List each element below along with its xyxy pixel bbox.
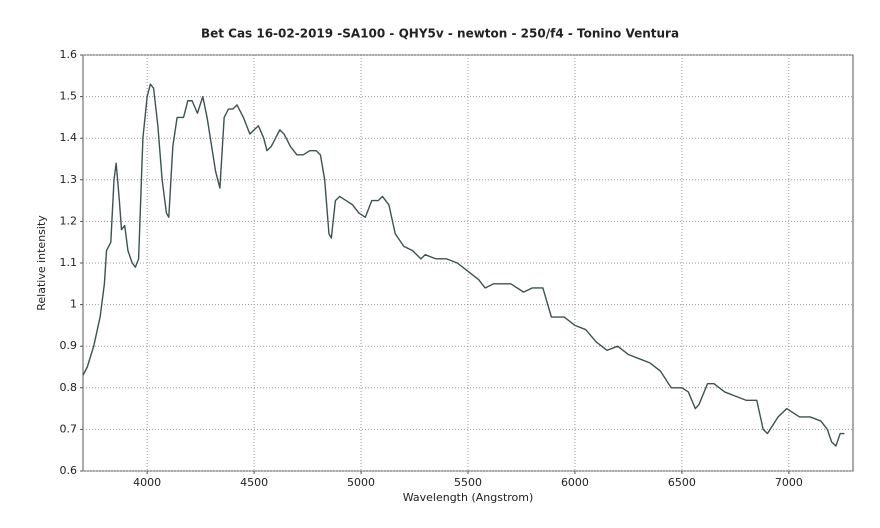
y-tick-label: 1 bbox=[70, 298, 77, 311]
x-axis-label: Wavelength (Angstrom) bbox=[403, 491, 534, 504]
y-tick-label: 1.4 bbox=[60, 131, 78, 144]
x-tick-label: 7000 bbox=[775, 476, 803, 489]
x-tick-label: 4000 bbox=[133, 476, 161, 489]
spectrum-line bbox=[82, 83, 845, 447]
y-tick-label: 0.8 bbox=[60, 381, 78, 394]
y-tick-label: 1.5 bbox=[60, 90, 78, 103]
y-tick-label: 1.1 bbox=[60, 256, 78, 269]
y-tick-label: 0.7 bbox=[60, 422, 78, 435]
y-axis-label: Relative intensity bbox=[35, 215, 48, 311]
x-tick-label: 6500 bbox=[668, 476, 696, 489]
y-tick-label: 0.6 bbox=[60, 464, 78, 477]
y-tick-label: 1.2 bbox=[60, 214, 78, 227]
x-tick-label: 5000 bbox=[347, 476, 375, 489]
y-tick-label: 1.6 bbox=[60, 48, 78, 61]
chart-title: Bet Cas 16-02-2019 -SA100 - QHY5v - newt… bbox=[201, 27, 679, 41]
x-tick-label: 5500 bbox=[454, 476, 482, 489]
x-tick-label: 6000 bbox=[561, 476, 589, 489]
x-tick-label: 4500 bbox=[240, 476, 268, 489]
y-tick-label: 1.3 bbox=[60, 173, 78, 186]
y-tick-label: 0.9 bbox=[60, 339, 78, 352]
